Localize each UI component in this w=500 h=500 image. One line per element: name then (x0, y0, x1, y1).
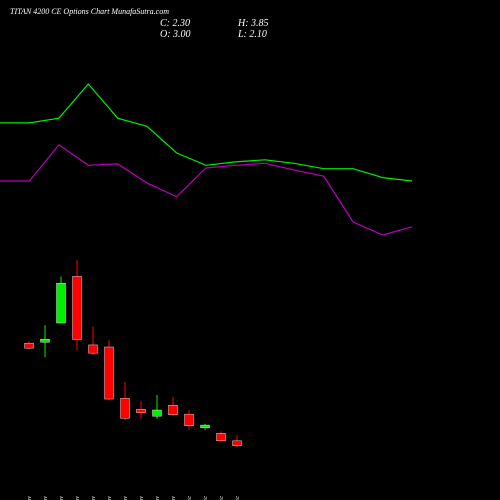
chart-title: TITAN 4200 CE Options Chart MunafaSutra.… (10, 7, 169, 16)
candle-body (40, 338, 50, 343)
ma-line (0, 83, 413, 182)
candle-body (168, 405, 178, 416)
x-tick-label: 25 Nov (123, 496, 129, 500)
high-text: H: 3.85 (237, 18, 269, 29)
candle-body (72, 276, 82, 340)
candle-body (104, 346, 114, 400)
x-tick-label: 17 Nov (27, 496, 33, 500)
x-tick-label: 19 Nov (59, 496, 65, 500)
candle-body (216, 433, 226, 442)
x-tick-label: 03 Dec (219, 496, 225, 500)
x-tick-label: 28 Nov (171, 496, 177, 500)
open-text: O: 3.00 (160, 29, 191, 40)
x-tick-label: 24 Nov (106, 496, 113, 500)
candle-body (120, 398, 130, 419)
close-text: C: 2.30 (160, 18, 190, 29)
x-tick-label: 21 Nov (91, 496, 97, 500)
x-tick-label: 01 Dec (187, 496, 193, 500)
x-tick-label: 02 Dec (203, 496, 209, 500)
x-tick-label: 20 Nov (75, 496, 81, 500)
low-text: L: 2.10 (237, 29, 267, 40)
candle-body (136, 409, 146, 413)
candle-body (232, 440, 242, 446)
x-tick-label: 04 Dec (234, 496, 241, 500)
candle-body (24, 342, 34, 349)
candle-body (152, 409, 162, 417)
x-tick-label: 18 Nov (43, 496, 49, 500)
ma-line (0, 143, 413, 236)
x-tick-label: 27 Nov (155, 496, 161, 500)
candle-body (184, 413, 194, 426)
candle-body (88, 344, 98, 354)
candle-body (200, 424, 210, 429)
candle-body (56, 283, 66, 324)
x-tick-label: 26 Nov (139, 496, 145, 500)
